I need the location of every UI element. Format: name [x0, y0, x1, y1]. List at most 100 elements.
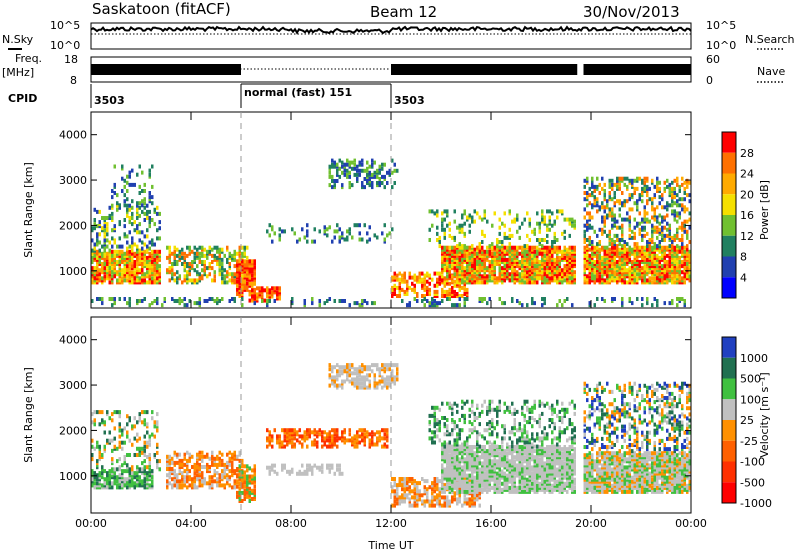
heatmap-cell — [686, 179, 689, 183]
heatmap-cell — [614, 195, 617, 199]
heatmap-cell — [461, 224, 464, 228]
heatmap-cell — [616, 185, 619, 189]
heatmap-cell — [336, 377, 339, 381]
heatmap-cell — [461, 230, 464, 234]
heatmap-cell — [176, 479, 179, 483]
heatmap-cell — [491, 246, 494, 250]
heatmap-cell — [131, 424, 134, 428]
heatmap-cell — [251, 268, 254, 272]
heatmap-cell — [101, 483, 104, 487]
heatmap-cell — [124, 455, 127, 459]
heatmap-cell — [224, 274, 227, 278]
heatmap-cell — [109, 214, 112, 218]
heatmap-cell — [556, 209, 559, 213]
heatmap-cell — [431, 491, 434, 495]
heatmap-cell — [194, 256, 197, 260]
heatmap-cell — [674, 246, 677, 250]
heatmap-cell — [254, 485, 257, 489]
heatmap-cell — [584, 191, 587, 195]
nave-label: Nave — [757, 65, 785, 78]
heatmap-cell — [339, 384, 342, 388]
heatmap-cell — [479, 242, 482, 246]
heatmap-cell — [439, 487, 442, 491]
heatmap-cell — [151, 250, 154, 254]
heatmap-cell — [664, 226, 667, 230]
heatmap-cell — [356, 177, 359, 181]
heatmap-cell — [104, 420, 107, 424]
heatmap-cell — [499, 218, 502, 222]
heatmap-cell — [186, 254, 189, 258]
heatmap-cell — [589, 224, 592, 228]
heatmap-cell — [309, 464, 312, 468]
heatmap-cell — [439, 301, 442, 305]
heatmap-cell — [564, 230, 567, 234]
heatmap-cell — [376, 181, 379, 185]
heatmap-cell — [494, 252, 497, 256]
heatmap-cell — [194, 463, 197, 467]
heatmap-cell — [119, 410, 122, 414]
heatmap-cell — [129, 453, 132, 457]
heatmap-cell — [119, 457, 122, 461]
colorbar-swatch — [722, 153, 736, 174]
heatmap-cell — [651, 197, 654, 201]
heatmap-cell — [399, 502, 402, 506]
heatmap-cell — [119, 250, 122, 254]
heatmap-cell — [149, 303, 152, 307]
heatmap-cell — [386, 367, 389, 371]
heatmap-cell — [454, 236, 457, 240]
heatmap-cell — [321, 434, 324, 438]
heatmap-cell — [166, 268, 169, 272]
heatmap-cell — [356, 386, 359, 390]
heatmap-cell — [464, 244, 467, 248]
heatmap-cell — [354, 367, 357, 371]
heatmap-cell — [499, 246, 502, 250]
heatmap-cell — [331, 365, 334, 369]
heatmap-cell — [226, 258, 229, 262]
heatmap-cell — [329, 183, 332, 187]
heatmap-cell — [384, 432, 387, 436]
heatmap-cell — [191, 477, 194, 481]
heatmap-cell — [434, 504, 437, 508]
heatmap-cell — [411, 276, 414, 280]
heatmap-cell — [441, 299, 444, 303]
heatmap-cell — [529, 238, 532, 242]
heatmap-cell — [384, 175, 387, 179]
heatmap-cell — [529, 246, 532, 250]
heatmap-cell — [384, 223, 387, 227]
heatmap-cell — [271, 286, 274, 290]
heatmap-cell — [394, 163, 397, 167]
heatmap-cell — [659, 214, 662, 218]
heatmap-cell — [669, 203, 672, 207]
heatmap-cell — [509, 262, 512, 266]
heatmap-cell — [106, 410, 109, 414]
heatmap-cell — [674, 195, 677, 199]
heatmap-cell — [234, 451, 237, 455]
heatmap-cell — [151, 479, 154, 483]
heatmap-cell — [209, 246, 212, 250]
heatmap-cell — [249, 491, 252, 495]
heatmap-cell — [396, 483, 399, 487]
heatmap-cell — [149, 467, 152, 471]
heatmap-cell — [286, 428, 289, 432]
heatmap-cell — [334, 161, 337, 165]
heatmap-cell — [139, 416, 142, 420]
heatmap-cell — [379, 367, 382, 371]
heatmap-cell — [374, 233, 377, 237]
heatmap-cell — [454, 246, 457, 250]
heatmap-cell — [231, 453, 234, 457]
heatmap-cell — [486, 250, 489, 254]
heatmap-cell — [511, 246, 514, 250]
heatmap-cell — [331, 175, 334, 179]
heatmap-cell — [186, 270, 189, 274]
heatmap-cell — [201, 260, 204, 264]
heatmap-cell — [449, 246, 452, 250]
heatmap-cell — [116, 475, 119, 479]
heatmap-cell — [229, 469, 232, 473]
heatmap-cell — [404, 500, 407, 504]
heatmap-cell — [599, 183, 602, 187]
heatmap-cell — [666, 207, 669, 211]
heatmap-cell — [509, 234, 512, 238]
heatmap-cell — [136, 173, 139, 177]
heatmap-cell — [616, 238, 619, 242]
heatmap-cell — [451, 236, 454, 240]
